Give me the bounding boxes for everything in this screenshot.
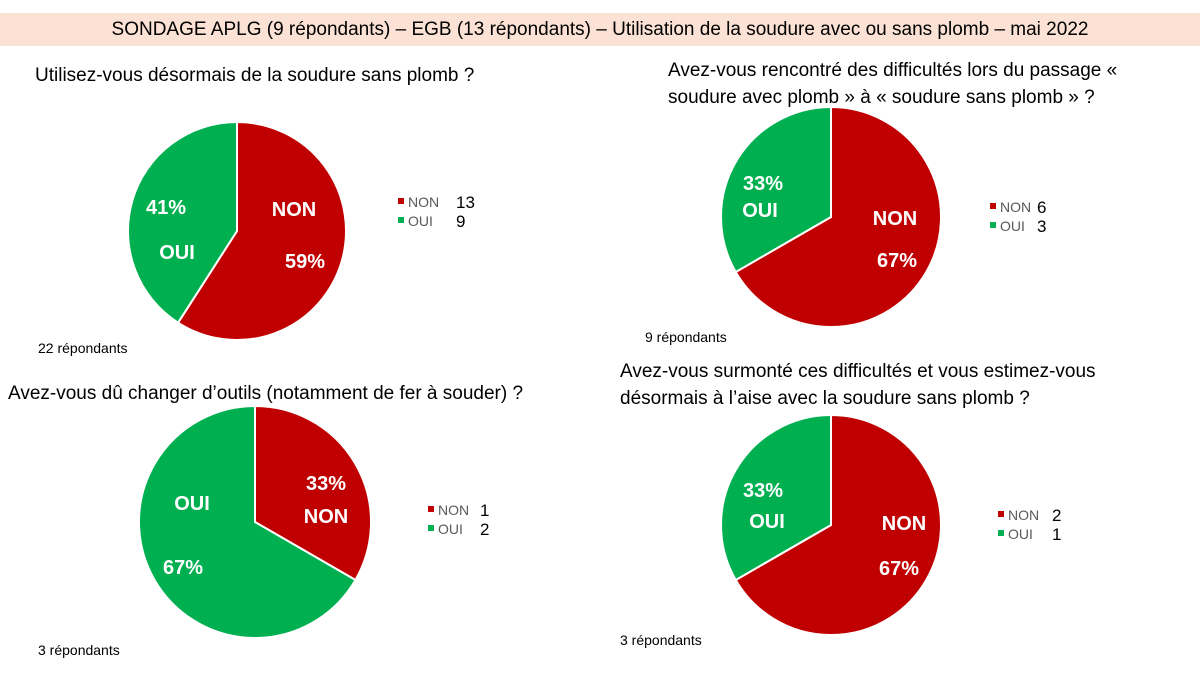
chart4-category-label: NON — [882, 513, 926, 535]
chart3-legend-label: OUI — [438, 521, 463, 537]
chart4-title-line: Avez-vous surmonté ces difficultés et vo… — [620, 361, 1096, 382]
chart2-category-label: NON — [873, 208, 917, 230]
chart3-legend-value: 1 — [480, 501, 489, 520]
chart4-slice-oui — [720, 413, 832, 582]
chart2-title-line: soudure avec plomb » à « soudure sans pl… — [668, 87, 1095, 108]
chart1-legend-value: 13 — [456, 193, 475, 212]
chart4-title: Avez-vous surmonté ces difficultés et vo… — [620, 358, 1096, 412]
chart2-title: Avez-vous rencontré des difficultés lors… — [668, 57, 1117, 111]
chart2-legend-label: NON — [1000, 199, 1031, 215]
chart1-legend-value: 9 — [456, 212, 465, 231]
chart3-category-label: NON — [304, 506, 348, 528]
chart4-legend-value: 1 — [1052, 525, 1061, 544]
chart1-slice-non — [176, 120, 347, 341]
chart3-slice-oui — [138, 404, 357, 639]
chart1-legend-swatch — [398, 198, 404, 204]
chart2-percent-label: 67% — [877, 250, 917, 272]
chart3-legend-label: NON — [438, 502, 469, 518]
chart4-title-line: désormais à l’aise avec la soudure sans … — [620, 388, 1030, 409]
chart3-percent-label: 67% — [163, 557, 203, 579]
chart1-respondents: 22 répondants — [38, 340, 128, 356]
chart2-legend-label: OUI — [1000, 218, 1025, 234]
chart4-percent-label: 67% — [879, 558, 919, 580]
chart4-slice-non — [734, 413, 942, 636]
chart2-respondents: 9 répondants — [645, 329, 727, 345]
chart2-legend-value: 3 — [1037, 217, 1046, 236]
chart4-legend-label: NON — [1008, 507, 1039, 523]
chart3-category-label: OUI — [174, 493, 210, 515]
chart1-slice-oui — [127, 120, 238, 325]
chart2-slice-oui — [720, 105, 832, 274]
chart1-legend-label: OUI — [408, 213, 433, 229]
chart2-legend-value: 6 — [1037, 198, 1046, 217]
chart4-legend-label: OUI — [1008, 526, 1033, 542]
chart2-legend-swatch — [990, 203, 996, 209]
chart3-title-line: Avez-vous dû changer d’outils (notamment… — [8, 383, 524, 404]
chart3-respondents: 3 répondants — [38, 642, 120, 658]
header-title: SONDAGE APLG (9 répondants) – EGB (13 ré… — [111, 18, 1089, 40]
chart1-legend-swatch — [398, 217, 404, 223]
chart3-legend-swatch — [428, 506, 434, 512]
chart2-category-label: OUI — [742, 200, 778, 222]
chart4-category-label: OUI — [749, 511, 785, 533]
chart2-slice-non — [734, 105, 942, 328]
chart4-legend-value: 2 — [1052, 506, 1061, 525]
chart1-category-label: NON — [272, 199, 316, 221]
chart4-legend-swatch — [998, 530, 1004, 536]
header-banner: SONDAGE APLG (9 répondants) – EGB (13 ré… — [0, 13, 1200, 46]
chart4-percent-label: 33% — [743, 480, 783, 502]
chart4-legend-swatch — [998, 511, 1004, 517]
chart3-percent-label: 33% — [306, 473, 346, 495]
chart1-title-line: Utilisez-vous désormais de la soudure sa… — [35, 65, 475, 86]
chart2-percent-label: 33% — [743, 173, 783, 195]
chart2-legend-swatch — [990, 222, 996, 228]
chart4-respondents: 3 répondants — [620, 632, 702, 648]
chart3-slice-non — [254, 404, 372, 582]
chart1-percent-label: 59% — [285, 251, 325, 273]
chart2-title-line: Avez-vous rencontré des difficultés lors… — [668, 60, 1118, 81]
chart3-legend-swatch — [428, 525, 434, 531]
chart3-legend-value: 2 — [480, 520, 489, 539]
chart3-title: Avez-vous dû changer d’outils (notamment… — [8, 380, 523, 407]
chart1-title: Utilisez-vous désormais de la soudure sa… — [35, 62, 474, 89]
chart1-category-label: OUI — [159, 242, 195, 264]
chart1-percent-label: 41% — [146, 197, 186, 219]
chart1-legend-label: NON — [408, 194, 439, 210]
